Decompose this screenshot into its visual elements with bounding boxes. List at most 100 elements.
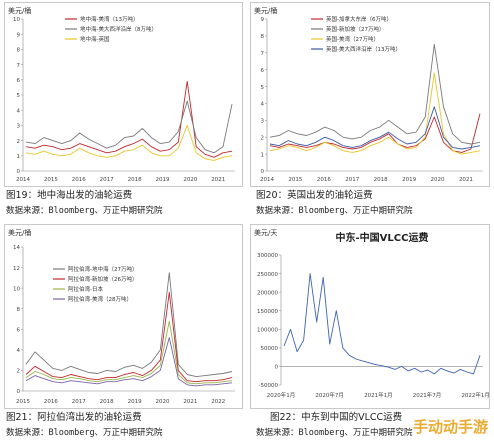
x-tick-label: 2021年7月	[413, 391, 442, 399]
y-tick-label: 6	[17, 327, 21, 333]
y-tick-label: 4	[261, 102, 265, 108]
x-tick-label: 2017	[345, 177, 359, 183]
y-tick-label: 0	[261, 169, 265, 175]
y-tick-label: 7	[261, 51, 265, 57]
series-line-3	[25, 124, 233, 161]
chart-panel-vlcc: 美元/天 中东-中国VLCC运费 -50000 0 50000 100000 150000 2…	[250, 224, 490, 409]
series-line-2	[25, 100, 233, 154]
y-tick-label: 250000	[257, 272, 278, 278]
legend-label: 阿拉伯湾-地中海（27万吨）	[68, 265, 137, 273]
x-tick-label: 2019	[155, 177, 169, 183]
series-line-4	[25, 337, 233, 387]
legend-label: 地中海-英国	[80, 35, 110, 43]
y-tick-label: 4	[17, 108, 21, 114]
x-tick-label: 2021年1月	[364, 391, 393, 399]
x-tick-label: 2016	[72, 177, 86, 183]
y-tick-label: 10	[13, 286, 20, 292]
x-tick-label: 2015	[288, 177, 302, 183]
legend-label: 英国-美湾（27万吨）	[326, 35, 379, 43]
y-tick-label: 50000	[261, 346, 279, 352]
y-tick-label: 1	[261, 152, 265, 158]
x-tick-label: 2022年1月	[461, 391, 489, 399]
caption-fig20: 图20：英国出发的油轮运费	[256, 190, 373, 201]
y-axis-label: 美元/天	[254, 228, 277, 237]
y-tick-label: 200000	[257, 290, 278, 296]
series-line-2	[269, 43, 481, 145]
x-tick-label: 2021	[459, 177, 473, 183]
series-line-3	[25, 320, 233, 385]
y-tick-label: 12	[13, 266, 20, 272]
legend-label: 地中海-美大西洋沿岸（8万吨）	[80, 25, 157, 33]
y-tick-label: 150000	[257, 309, 278, 315]
y-tick-label: 2	[17, 369, 21, 375]
x-tick-label: 2020	[431, 177, 445, 183]
y-tick-label: 6	[17, 78, 21, 84]
y-tick-label: 10	[13, 17, 20, 23]
caption-fig19: 图19：地中海出发的油轮运费	[6, 190, 133, 201]
x-tick-label: 2014	[260, 177, 274, 183]
chart-vlcc-freight: 美元/天 中东-中国VLCC运费 -50000 0 50000 100000 150000 2…	[254, 228, 489, 399]
legend-label: 英国-加拿大东岸（6万吨）	[326, 15, 392, 23]
y-tick-label: 5	[17, 93, 21, 99]
y-tick-label: 8	[17, 48, 21, 54]
legend-label: 阿拉伯湾-日本	[68, 285, 103, 293]
series-line-4	[269, 106, 481, 150]
x-tick-label: 2018	[374, 177, 388, 183]
x-tick-label: 2018	[100, 399, 114, 405]
series-line-1	[25, 80, 233, 158]
source-fig21: 数据来源：Bloomberg、万正中期研究院	[6, 428, 163, 438]
x-tick-label: 2015	[44, 177, 58, 183]
x-tick-label: 2016	[317, 177, 331, 183]
y-axis-label: 美元/桶	[8, 6, 31, 15]
source-fig19: 数据来源：Bloomberg、万正中期研究院	[6, 206, 163, 216]
y-tick-label: 2	[261, 135, 265, 141]
legend-label: 英国-新加坡（27万吨）	[326, 25, 384, 33]
y-tick-label: 1	[17, 154, 21, 160]
y-axis-label: 美元/桶	[254, 6, 277, 15]
legend-label: 地中海-美湾（13万吨）	[80, 15, 138, 23]
x-tick-label: 2019	[128, 399, 142, 405]
x-tick-label: 2016	[44, 399, 58, 405]
y-tick-label: 8	[261, 34, 265, 40]
y-tick-label: -50000	[259, 383, 279, 389]
chart-panel-uk: 美元/桶 0 1 2 3 4 5 6 7 8 9 2014 2015 2016 2017 2018 2019 20…	[250, 2, 490, 187]
y-tick-label: 0	[275, 365, 279, 371]
y-tick-label: 9	[17, 32, 21, 38]
source-fig22: 数据来源：Bloomberg、万正中期研究院	[256, 428, 413, 438]
y-tick-label: 2	[17, 139, 21, 145]
y-tick-label: 7	[17, 63, 21, 69]
series-line-2	[25, 291, 233, 383]
legend-label: 英国-美大西洋沿岸（13万吨）	[326, 45, 401, 53]
x-tick-label: 2021	[183, 399, 197, 405]
y-tick-label: 100000	[257, 327, 278, 333]
y-tick-label: 5	[261, 85, 265, 91]
chart-arabian-gulf-freight: 美元/桶 0 2 4 6 8 10 12 14 2015 2016 2017 2018 2019 2020 2…	[8, 228, 235, 405]
source-fig20: 数据来源：Bloomberg、万正中期研究院	[256, 206, 413, 216]
x-tick-label: 2021	[211, 177, 225, 183]
y-tick-label: 300000	[257, 253, 278, 259]
series-line-1	[283, 273, 481, 375]
legend-label: 阿拉伯湾-新加坡（26万吨）	[68, 275, 137, 283]
caption-fig22: 图22：中东到中国的VLCC运费	[270, 412, 403, 423]
chart-panel-arabian-gulf: 美元/桶 0 2 4 6 8 10 12 14 2015 2016 2017 2018 2019 2020 2…	[4, 224, 243, 409]
x-tick-label: 2020	[155, 399, 169, 405]
chart-title: 中东-中国VLCC运费	[336, 231, 429, 244]
y-tick-label: 8	[17, 307, 21, 313]
x-tick-label: 2017	[72, 399, 86, 405]
caption-fig21: 图21：阿拉伯湾出发的油轮运费	[6, 412, 142, 423]
series-line-1	[25, 272, 233, 378]
x-tick-label: 2018	[128, 177, 142, 183]
chart-mediterranean-freight: 美元/桶 0 1 2 3 4 5 6 7 8 9 10 2014 2015 2016 2017 2018 2019…	[8, 6, 235, 183]
y-tick-label: 9	[261, 17, 265, 23]
series-line-3	[269, 72, 481, 155]
y-tick-label: 0	[17, 169, 21, 175]
y-tick-label: 4	[17, 348, 21, 354]
series-line-1	[269, 113, 481, 153]
watermark-logo: 手动动手游	[412, 418, 488, 436]
chart-panel-mediterranean: 美元/桶 0 1 2 3 4 5 6 7 8 9 10 2014 2015 2016 2017 2018 2019…	[4, 2, 243, 187]
x-tick-label: 2017	[100, 177, 114, 183]
x-tick-label: 2020年1月	[267, 391, 296, 399]
y-axis-label: 美元/桶	[8, 228, 31, 237]
x-tick-label: 2020年7月	[315, 391, 344, 399]
y-tick-label: 6	[261, 68, 265, 74]
